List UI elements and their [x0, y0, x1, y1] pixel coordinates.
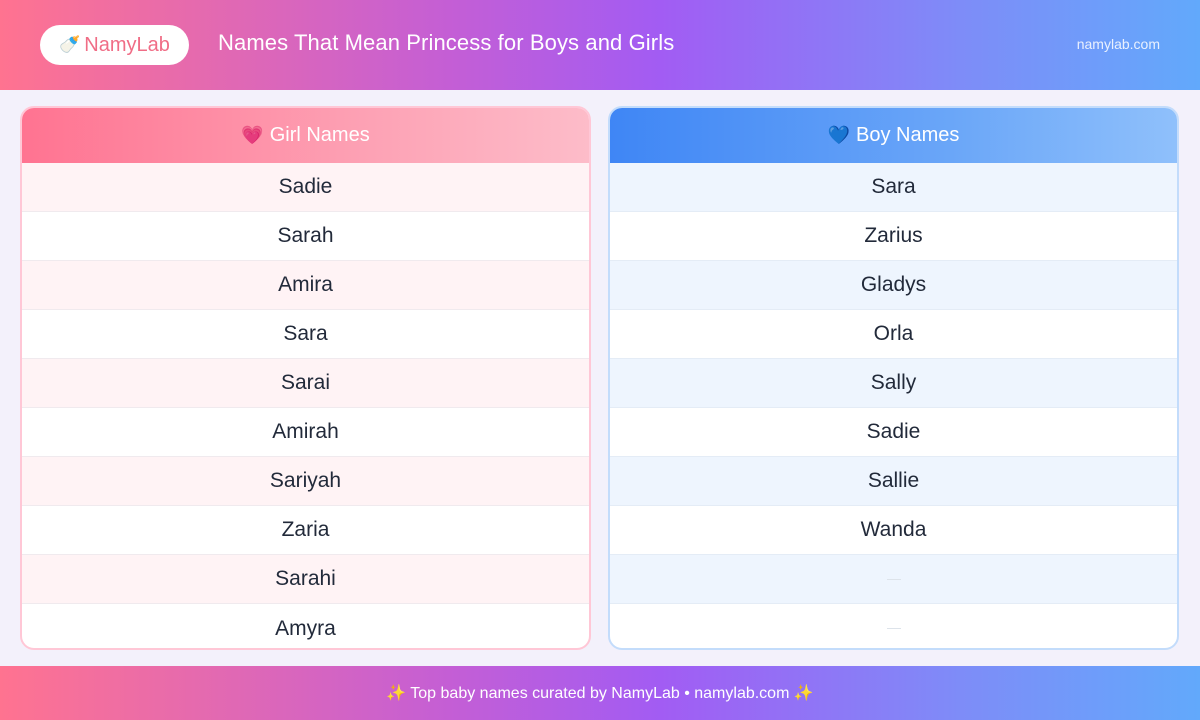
girl-names-header: 💗 Girl Names	[22, 108, 589, 163]
brand-name: NamyLab	[84, 33, 170, 56]
boy-name-row: Sadie	[610, 408, 1177, 457]
girl-name-row: Sadie	[22, 163, 589, 212]
girl-name-row: Amira	[22, 261, 589, 310]
girl-name-row: Amirah	[22, 408, 589, 457]
blue-heart-icon: 💙	[827, 125, 851, 145]
empty-placeholder-dash	[886, 578, 901, 580]
boy-name-row: Zarius	[610, 212, 1177, 261]
girl-names-panel: 💗 Girl Names Sadie Sarah Amira Sara Sarai Ami…	[20, 106, 591, 650]
site-link[interactable]: namylab.com	[1076, 36, 1160, 52]
footer-bar: ✨ Top baby names curated by NamyLab • na…	[0, 666, 1200, 720]
baby-bottle-icon: 🍼	[59, 35, 81, 54]
boy-names-header: 💙 Boy Names	[610, 108, 1177, 163]
boy-name-row: Wanda	[610, 506, 1177, 555]
girl-name-row: Amyra	[275, 616, 336, 640]
boy-name-row: Sallie	[610, 457, 1177, 506]
girl-name-row: Sara	[22, 310, 589, 359]
girl-name-row: Sarai	[22, 359, 589, 408]
empty-placeholder-dash	[886, 628, 901, 629]
boy-names-heading: Boy Names	[856, 124, 960, 146]
boy-name-row: Sally	[610, 359, 1177, 408]
girl-name-row: Sariyah	[22, 457, 589, 506]
footer-text: ✨ Top baby names curated by NamyLab • na…	[386, 685, 814, 702]
boy-name-row	[610, 555, 1177, 604]
page-title: Names That Mean Princess for Boys and Gi…	[218, 30, 675, 55]
boy-names-panel: 💙 Boy Names Sara Zarius Gladys Orla Sally Sad…	[608, 106, 1179, 650]
boy-name-row: Gladys	[610, 261, 1177, 310]
girl-names-heading: Girl Names	[269, 124, 370, 146]
header-bar: 🍼 NamyLab Names That Mean Princess for B…	[0, 0, 1200, 90]
girl-name-row: Zaria	[22, 506, 589, 555]
boy-name-row	[610, 604, 1177, 648]
boy-name-row: Orla	[610, 310, 1177, 359]
girl-name-row: Sarahi	[22, 555, 589, 604]
boy-names-list: Sara Zarius Gladys Orla Sally Sadie Sallie Wand…	[610, 163, 1177, 648]
boy-name-row: Sara	[610, 163, 1177, 212]
pink-heart-icon: 💗	[241, 125, 264, 145]
brand-logo-button[interactable]: 🍼 NamyLab	[40, 25, 189, 65]
girl-names-list: Sadie Sarah Amira Sara Sarai Amirah Sariyah Zar…	[22, 163, 589, 648]
girl-name-row: Sarah	[22, 212, 589, 261]
